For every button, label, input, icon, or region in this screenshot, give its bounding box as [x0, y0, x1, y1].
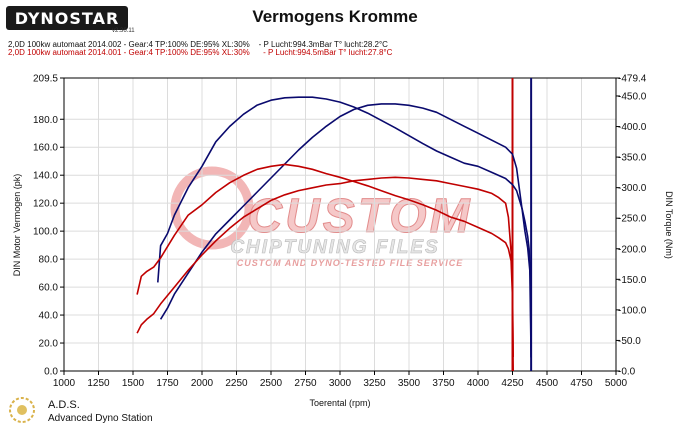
- y2-tick-label: -100.0: [618, 305, 647, 316]
- power-line-1: [159, 103, 532, 358]
- watermark-line3: CUSTOM AND DYNO-TESTED FILE SERVICE: [237, 258, 464, 268]
- y-tick-label: 40.0: [39, 311, 59, 322]
- y2-tick-label: -450.0: [618, 91, 647, 102]
- series-layer: [136, 78, 533, 372]
- torque-line-2: [136, 163, 514, 372]
- plot-frame: [63, 77, 617, 372]
- logo-version: v2.36.11: [112, 28, 135, 34]
- x-tick-label: 1000: [53, 378, 76, 389]
- axes: 1000 1250 1500 1750 2000 2250 2500 2750 3000 3250…: [33, 74, 647, 390]
- y-tick-label: 100.0: [33, 227, 58, 238]
- y-tick-label: 140.0: [33, 171, 58, 182]
- y2-tick-label: -50.0: [618, 336, 641, 347]
- x-tick-label: 2500: [260, 378, 283, 389]
- x-tick-label: 4000: [467, 378, 490, 389]
- grid: [63, 77, 617, 372]
- watermark-line2: CHIPTUNING FILES: [230, 237, 439, 258]
- watermark-swirl-icon: [170, 166, 254, 250]
- x-tick-label: 1750: [156, 378, 179, 389]
- run-info-2: 2,0D 100kw automaat 2014.001 - Gear:4 TP…: [8, 48, 393, 57]
- x-axis-label: Toerental (rpm): [309, 398, 371, 408]
- x-tick-label: 3000: [329, 378, 352, 389]
- y-tick-label: 120.0: [33, 199, 58, 210]
- y2-tick-label: -200.0: [618, 244, 647, 255]
- ads-title: A.D.S.: [48, 399, 80, 411]
- x-tick-label: 4500: [536, 378, 559, 389]
- x-tick-label: 3250: [363, 378, 386, 389]
- x-tick-label: 2000: [191, 378, 214, 389]
- x-tick-label: 2250: [225, 378, 248, 389]
- y-tick-label: 209.5: [33, 74, 58, 85]
- y-tick-label: 80.0: [39, 255, 59, 266]
- y-axis-label-right: DIN Torque (Nm): [664, 191, 674, 259]
- x-tick-label: 1500: [122, 378, 145, 389]
- y-tick-label: 0.0: [44, 367, 58, 378]
- x-tick-label: 3750: [432, 378, 455, 389]
- watermark-line1: CUSTOM: [247, 190, 472, 243]
- run-info-1: 2,0D 100kw automaat 2014.002 - Gear:4 TP…: [8, 40, 388, 49]
- watermark: CUSTOM CHIPTUNING FILES CUSTOM AND DYNO-…: [170, 166, 472, 268]
- x-tick-label: 5000: [605, 378, 628, 389]
- power-line-3: [136, 176, 514, 358]
- x-tick-label: 3500: [398, 378, 421, 389]
- x-tick-label: 4750: [570, 378, 593, 389]
- y2-tick-label: -400.0: [618, 122, 647, 133]
- chart-title: Vermogens Kromme: [252, 7, 418, 26]
- y-tick-label: 60.0: [39, 283, 59, 294]
- y2-tick-label: -0.0: [618, 367, 636, 378]
- y-tick-label: 20.0: [39, 339, 59, 350]
- dynostar-logo: DYNOSTAR: [6, 6, 128, 30]
- ads-subtitle: Advanced Dyno Station: [48, 413, 153, 424]
- x-tick-label: 4250: [501, 378, 524, 389]
- y2-tick-label: -350.0: [618, 153, 647, 164]
- torque-line-0: [157, 96, 532, 358]
- y-tick-label: 180.0: [33, 115, 58, 126]
- y-axis-label-left: DIN Motor Vermogen (pk): [12, 173, 22, 277]
- y2-tick-label: -150.0: [618, 275, 647, 286]
- y2-tick-label: -479.4: [618, 74, 647, 85]
- y2-tick-label: -300.0: [618, 183, 647, 194]
- x-tick-label: 2750: [294, 378, 317, 389]
- ads-logo-icon: [9, 397, 35, 423]
- y2-tick-label: -250.0: [618, 214, 647, 225]
- x-tick-label: 1250: [87, 378, 110, 389]
- y-tick-label: 160.0: [33, 143, 58, 154]
